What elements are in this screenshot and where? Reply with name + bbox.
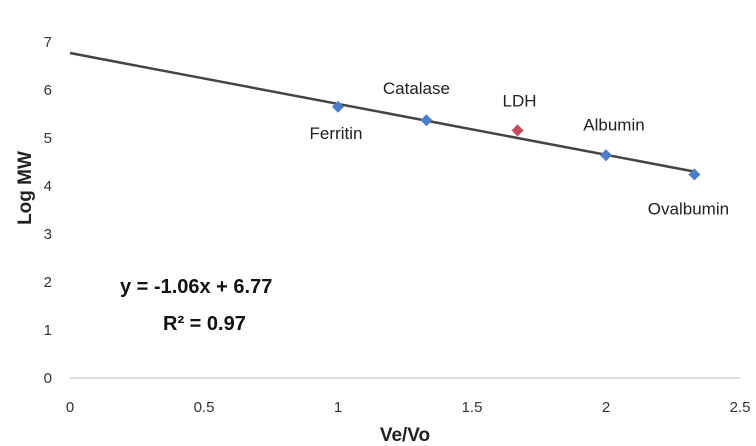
y-tick-label: 3 — [44, 226, 52, 243]
y-tick-label: 1 — [44, 322, 52, 339]
point-label-ldh: LDH — [503, 91, 537, 110]
r-squared: R² = 0.97 — [163, 313, 246, 335]
data-point-catalase — [420, 114, 433, 127]
point-label-catalase: Catalase — [383, 79, 450, 98]
y-tick-label: 7 — [44, 34, 52, 51]
point-labels: Ferritin Catalase LDH Albumin Ovalbumin — [310, 79, 730, 218]
point-label-albumin: Albumin — [583, 115, 644, 134]
y-tick-label: 4 — [44, 178, 52, 195]
data-point-albumin — [600, 149, 612, 162]
x-axis-title: Ve/Vo — [380, 425, 430, 446]
x-tick-label: 1.5 — [462, 399, 483, 416]
y-axis-title: Log MW — [15, 151, 36, 225]
point-label-ovalbumin: Ovalbumin — [648, 199, 729, 218]
y-axis-ticks: 0 1 2 3 4 5 6 7 — [44, 34, 52, 387]
regression-equation: y = -1.06x + 6.77 — [120, 276, 272, 298]
x-tick-label: 1 — [334, 399, 342, 416]
y-tick-label: 6 — [44, 82, 52, 99]
x-tick-label: 2.5 — [730, 399, 751, 416]
x-tick-label: 2 — [602, 399, 610, 416]
data-point-ferritin — [332, 100, 344, 113]
trendline — [69, 51, 695, 173]
data-point-ldh — [511, 124, 524, 137]
x-axis-ticks: 0 0.5 1 1.5 2 2.5 — [66, 399, 751, 416]
data-points — [332, 100, 701, 181]
x-tick-label: 0.5 — [194, 399, 215, 416]
point-label-ferritin: Ferritin — [310, 124, 363, 143]
x-tick-label: 0 — [66, 399, 74, 416]
data-point-ovalbumin — [688, 168, 701, 181]
y-tick-label: 2 — [44, 274, 52, 291]
y-tick-label: 5 — [44, 130, 52, 147]
y-tick-label: 0 — [44, 370, 52, 387]
